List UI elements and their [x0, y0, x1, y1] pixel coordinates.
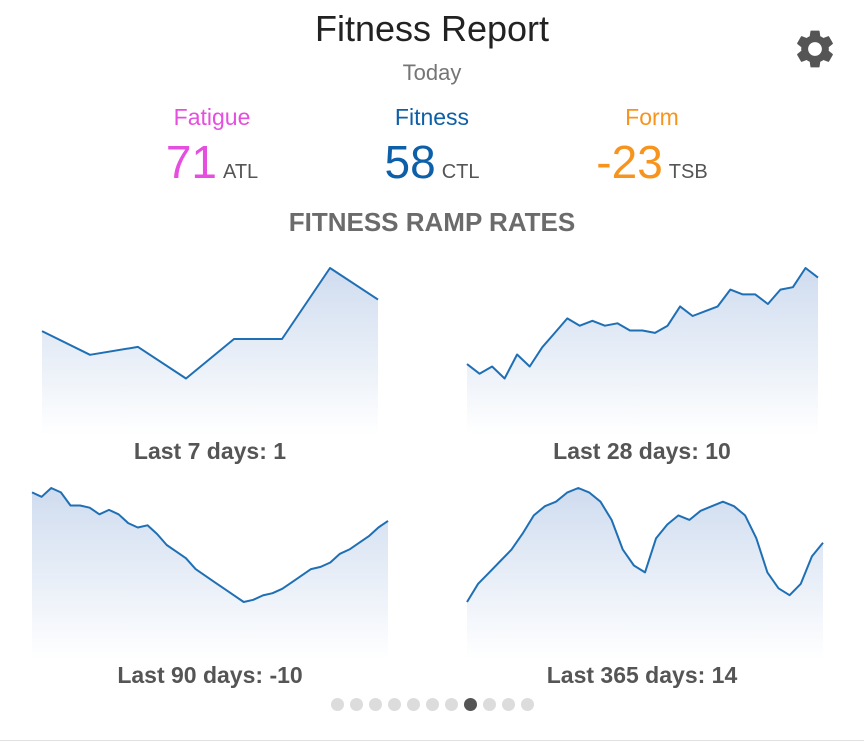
chart-last-28-days[interactable] — [465, 260, 820, 435]
sparkline-area — [42, 268, 378, 435]
sparkline-line — [41, 267, 379, 380]
page-dot[interactable] — [330, 698, 344, 711]
sparkline-line — [31, 487, 389, 603]
sparkline-28-days — [466, 267, 819, 435]
page-dot[interactable] — [387, 698, 401, 711]
sparkline-7-days — [41, 267, 379, 435]
sparkline-90-days — [31, 487, 389, 660]
chart-label-28-days: Last 28 days: 10 — [553, 438, 731, 464]
fitness-value: 58 — [384, 136, 436, 188]
page-title: Fitness Report — [314, 8, 550, 49]
page-dot[interactable] — [463, 698, 477, 711]
sparkline-area — [467, 268, 818, 435]
page-indicator — [0, 698, 864, 711]
fatigue-suffix: ATL — [222, 161, 259, 183]
form-suffix: TSB — [668, 161, 708, 183]
page-dot[interactable] — [425, 698, 439, 711]
sparkline-area — [467, 488, 823, 660]
chart-last-7-days[interactable] — [40, 260, 380, 435]
gear-icon[interactable] — [792, 26, 838, 72]
chart-label-7-days: Last 7 days: 1 — [133, 438, 287, 464]
page-subtitle: Today — [402, 60, 462, 85]
fitness-label: Fitness — [394, 104, 470, 130]
chart-last-365-days[interactable] — [465, 480, 825, 660]
form-value: -23 — [596, 136, 663, 188]
page-dot[interactable] — [368, 698, 382, 711]
chart-label-365-days: Last 365 days: 14 — [546, 662, 738, 688]
bottom-divider — [0, 740, 864, 741]
sparkline-area — [32, 488, 388, 660]
sparkline-line — [466, 487, 824, 603]
metric-fatigue: Fatigue 71 ATL — [112, 104, 312, 189]
fitness-suffix: CTL — [441, 161, 480, 183]
sparkline-line — [466, 267, 819, 380]
sparkline-365-days — [466, 487, 824, 660]
section-title: FITNESS RAMP RATES — [288, 207, 576, 237]
metric-fitness: Fitness 58 CTL — [332, 104, 532, 189]
fatigue-label: Fatigue — [173, 104, 251, 130]
metric-form: Form -23 TSB — [552, 104, 752, 189]
page-dot[interactable] — [520, 698, 534, 711]
page-dot[interactable] — [482, 698, 496, 711]
page-dot[interactable] — [406, 698, 420, 711]
page-dot[interactable] — [501, 698, 515, 711]
form-label: Form — [625, 104, 679, 130]
page-dot[interactable] — [444, 698, 458, 711]
chart-last-90-days[interactable] — [30, 480, 390, 660]
page-dot[interactable] — [349, 698, 363, 711]
fatigue-value: 71 — [165, 136, 217, 188]
chart-label-90-days: Last 90 days: -10 — [117, 662, 303, 688]
